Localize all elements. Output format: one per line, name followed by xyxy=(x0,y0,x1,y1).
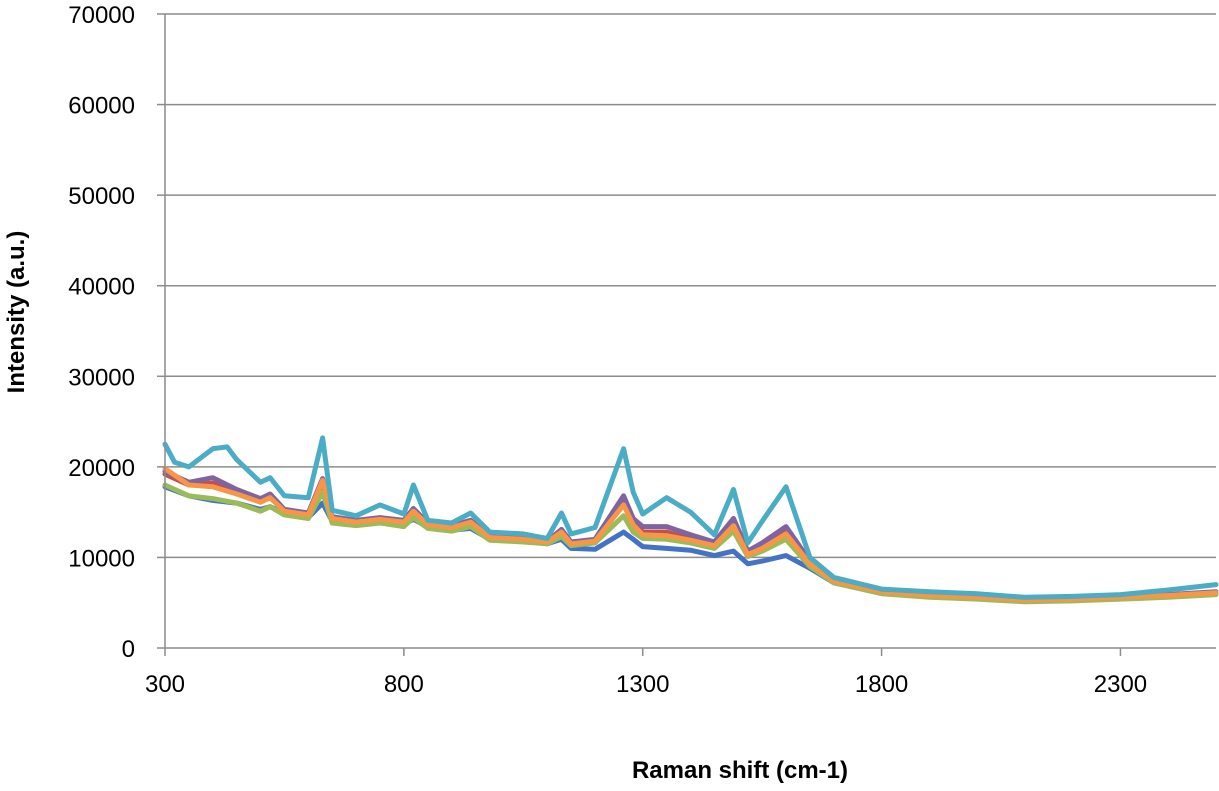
x-tick-label: 800 xyxy=(384,671,424,698)
x-tick-label: 1300 xyxy=(616,671,669,698)
y-tick-label: 10000 xyxy=(68,545,135,572)
x-tick-label: 300 xyxy=(145,671,185,698)
y-tick-label: 70000 xyxy=(68,2,135,29)
y-tick-label: 50000 xyxy=(68,183,135,210)
x-tick-label: 1800 xyxy=(855,671,908,698)
series-group xyxy=(162,435,1219,605)
tick-labels: 0 10000 20000 30000 40000 50000 60000 70000 300 8… xyxy=(68,2,1147,698)
x-axis-title: Raman shift (cm-1) xyxy=(632,757,848,784)
x-tick-label: 2300 xyxy=(1094,671,1147,698)
y-tick-label: 30000 xyxy=(68,364,135,391)
series-line-5 xyxy=(162,435,1219,600)
y-tick-label: 0 xyxy=(122,636,135,663)
y-tick-label: 60000 xyxy=(68,93,135,120)
gridlines xyxy=(165,13,1216,559)
y-tick-label: 20000 xyxy=(68,455,135,482)
y-axis-title: Intensity (a.u.) xyxy=(3,231,30,394)
y-tick-label: 40000 xyxy=(68,274,135,301)
axes xyxy=(157,13,1216,656)
series-line-6 xyxy=(162,466,1219,603)
